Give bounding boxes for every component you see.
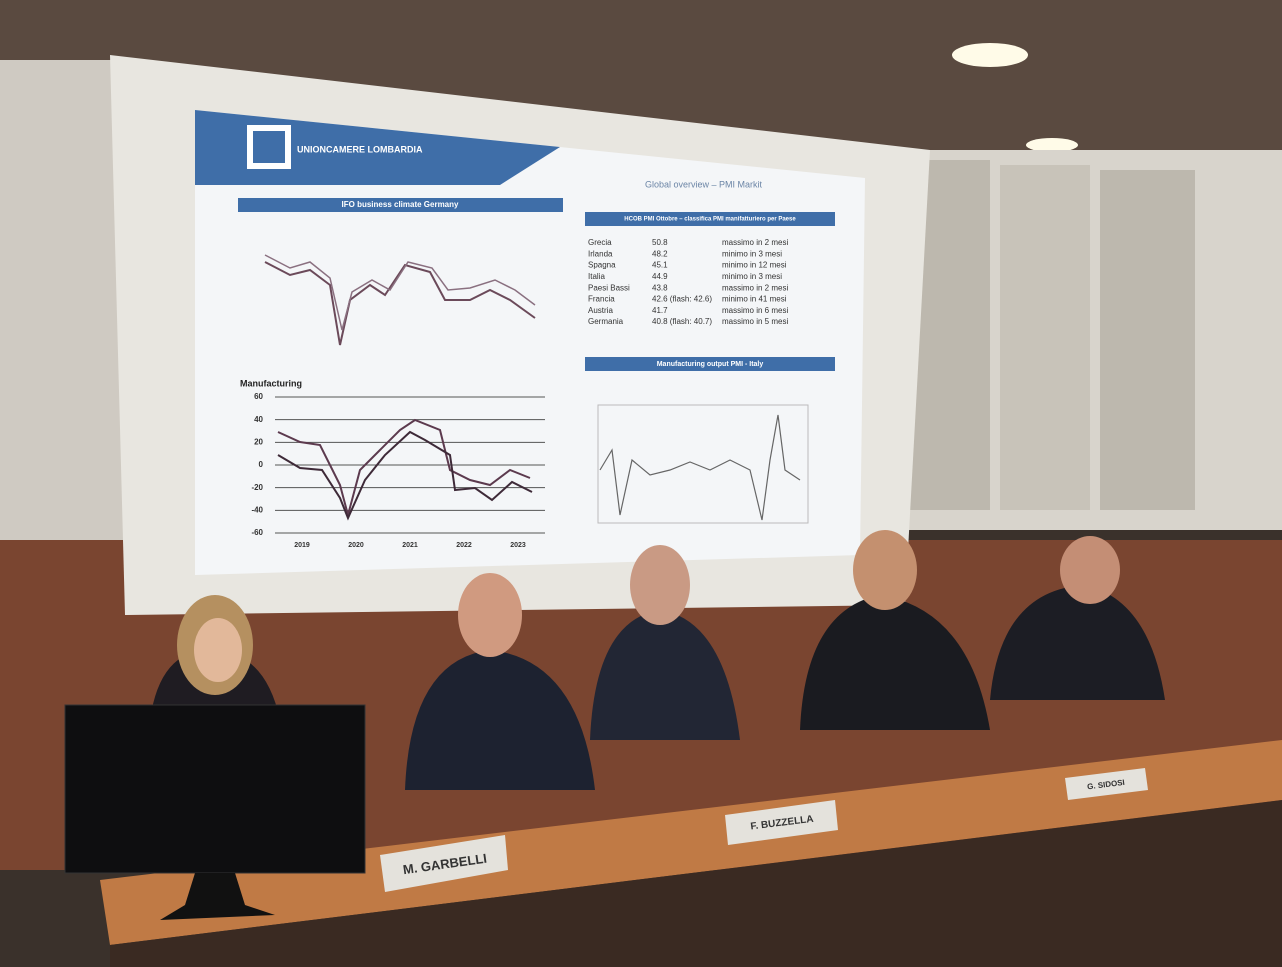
x-tick-label: 2021	[402, 542, 418, 549]
y-tick-label: 20	[254, 437, 263, 446]
x-tick-label: 2022	[456, 542, 472, 549]
chart-line	[277, 430, 533, 521]
name-card	[1065, 768, 1148, 800]
table-cell: massimo in 6 mesi	[722, 306, 788, 315]
table-cell: 41.7	[652, 306, 668, 315]
name-card	[380, 835, 508, 892]
table-cell: 44.9	[652, 272, 668, 281]
y-tick-label: 60	[254, 392, 263, 401]
table-title: HCOB PMI Ottobre – classifica PMI manifa…	[624, 217, 796, 223]
curtain	[1000, 165, 1090, 510]
table-cell: minimo in 3 mesi	[722, 249, 782, 258]
table-cell: Germania	[588, 317, 624, 326]
table-cell: 42.6 (flash: 42.6)	[652, 295, 712, 304]
face	[630, 545, 690, 625]
logo-mark	[247, 125, 291, 169]
chart-title-bar	[238, 198, 563, 212]
table-cell: minimo in 41 mesi	[722, 295, 787, 304]
monitor-stand	[160, 873, 275, 920]
ceiling	[0, 0, 1282, 180]
table-cell: Spagna	[588, 261, 616, 270]
ceiling-light	[1026, 138, 1078, 152]
table-title-bar	[585, 212, 835, 226]
y-tick-label: 0	[259, 460, 264, 469]
table-cell: massimo in 5 mesi	[722, 317, 788, 326]
table-cell: Paesi Bassi	[588, 283, 630, 292]
table-cell: Francia	[588, 295, 615, 304]
chart-title: Manufacturing output PMI - Italy	[657, 361, 764, 368]
table-cell: massimo in 2 mesi	[722, 283, 788, 292]
manufacturing-chart: 60 40 20 0 -20 -40 -60 2019 2020 2021 2022 2023	[251, 392, 545, 549]
table-cell: minimo in 3 mesi	[722, 272, 782, 281]
chart-line	[264, 254, 536, 331]
table-cell: 48.2	[652, 249, 668, 258]
chart-title: Manufacturing	[240, 378, 302, 388]
person	[405, 650, 595, 790]
table-cell: 45.1	[652, 261, 668, 270]
chart-line	[264, 261, 536, 346]
name-card	[725, 800, 838, 845]
wall	[0, 60, 130, 600]
person	[800, 595, 990, 730]
table-cell: 43.8	[652, 283, 668, 292]
ceiling-light	[952, 43, 1028, 67]
face	[458, 573, 522, 657]
table-cell: Italia	[588, 272, 605, 281]
x-tick-label: 2023	[510, 542, 526, 549]
logo-text: UNIONCAMERE LOMBARDIA	[297, 144, 423, 154]
x-tick-label: 2019	[294, 542, 310, 549]
table-cell: Grecia	[588, 238, 612, 247]
face	[853, 530, 917, 610]
person	[990, 585, 1165, 700]
x-tick-label: 2020	[348, 542, 364, 549]
desk-top	[100, 740, 1282, 945]
table-cell: 50.8	[652, 238, 668, 247]
face	[1060, 536, 1120, 604]
person	[590, 610, 740, 740]
face	[194, 618, 242, 682]
table-cell: Irlanda	[588, 249, 613, 258]
y-tick-label: -40	[251, 505, 263, 514]
table-cell: 40.8 (flash: 40.7)	[652, 317, 712, 326]
table-cell: massimo in 2 mesi	[722, 238, 788, 247]
chart-title-bar	[585, 357, 835, 371]
chart-title: IFO business climate Germany	[342, 200, 459, 209]
y-tick-label: -20	[251, 483, 263, 492]
table-cell: Austria	[588, 306, 613, 315]
y-tick-label: 40	[254, 415, 263, 424]
slide	[195, 110, 865, 575]
table-cell: minimo in 12 mesi	[722, 261, 787, 270]
chart-line	[599, 414, 801, 521]
curtain	[1100, 170, 1195, 510]
desk-front	[110, 800, 1282, 967]
monitor	[64, 704, 366, 874]
chart-frame	[597, 404, 809, 524]
pmi-table: Grecia 50.8 massimo in 2 mesi Irlanda 48.2 mi…	[588, 238, 788, 326]
y-tick-label: -60	[251, 528, 263, 537]
slide-header: Global overview – PMI Markit	[645, 179, 763, 189]
chart-line	[277, 418, 531, 519]
